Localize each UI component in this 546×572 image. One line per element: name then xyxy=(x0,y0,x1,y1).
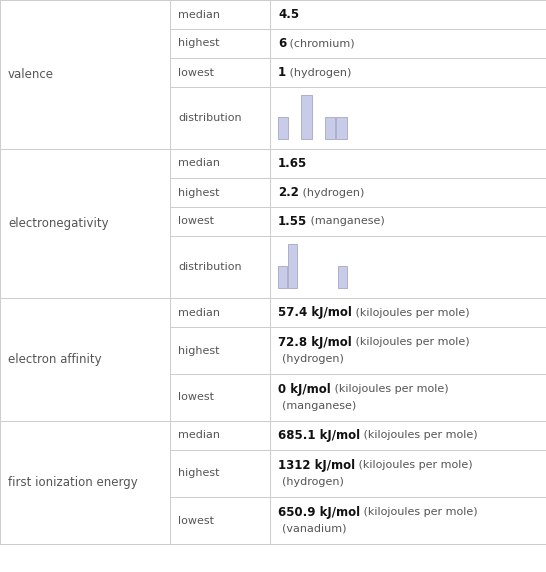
Bar xyxy=(278,117,288,139)
Text: (hydrogen): (hydrogen) xyxy=(286,67,352,77)
Text: 1312 kJ/mol: 1312 kJ/mol xyxy=(278,459,355,471)
Text: first ionization energy: first ionization energy xyxy=(8,476,138,489)
Text: median: median xyxy=(178,158,220,169)
Text: electronegativity: electronegativity xyxy=(8,217,109,230)
Text: (kilojoules per mole): (kilojoules per mole) xyxy=(352,308,470,317)
Text: lowest: lowest xyxy=(178,216,214,227)
Bar xyxy=(278,266,287,288)
Text: (kilojoules per mole): (kilojoules per mole) xyxy=(355,460,473,470)
Text: lowest: lowest xyxy=(178,67,214,77)
Text: (vanadium): (vanadium) xyxy=(282,524,347,534)
Text: electron affinity: electron affinity xyxy=(8,353,102,366)
Text: 57.4 kJ/mol: 57.4 kJ/mol xyxy=(278,306,352,319)
Text: 1.65: 1.65 xyxy=(278,157,307,170)
Text: 685.1 kJ/mol: 685.1 kJ/mol xyxy=(278,429,360,442)
Bar xyxy=(325,117,335,139)
Text: distribution: distribution xyxy=(178,113,242,123)
Text: median: median xyxy=(178,10,220,19)
Text: median: median xyxy=(178,431,220,440)
Text: (hydrogen): (hydrogen) xyxy=(282,477,344,487)
Text: highest: highest xyxy=(178,468,219,479)
Text: 72.8 kJ/mol: 72.8 kJ/mol xyxy=(278,336,352,348)
Text: highest: highest xyxy=(178,38,219,49)
Text: median: median xyxy=(178,308,220,317)
Text: highest: highest xyxy=(178,188,219,197)
Text: (kilojoules per mole): (kilojoules per mole) xyxy=(352,337,470,347)
Text: (manganese): (manganese) xyxy=(282,401,356,411)
Text: lowest: lowest xyxy=(178,392,214,403)
Text: 2.2: 2.2 xyxy=(278,186,299,199)
Bar xyxy=(336,117,347,139)
Text: 0 kJ/mol: 0 kJ/mol xyxy=(278,383,331,396)
Bar xyxy=(338,266,347,288)
Text: lowest: lowest xyxy=(178,515,214,526)
Text: (kilojoules per mole): (kilojoules per mole) xyxy=(331,384,448,394)
Text: distribution: distribution xyxy=(178,262,242,272)
Text: 650.9 kJ/mol: 650.9 kJ/mol xyxy=(278,506,360,519)
Text: 1: 1 xyxy=(278,66,286,79)
Text: (hydrogen): (hydrogen) xyxy=(299,188,364,197)
Text: (manganese): (manganese) xyxy=(307,216,385,227)
Text: 6: 6 xyxy=(278,37,286,50)
Bar xyxy=(301,95,312,139)
Text: highest: highest xyxy=(178,345,219,356)
Bar xyxy=(288,244,297,288)
Text: (chromium): (chromium) xyxy=(286,38,355,49)
Text: 4.5: 4.5 xyxy=(278,8,299,21)
Text: 1.55: 1.55 xyxy=(278,215,307,228)
Text: (hydrogen): (hydrogen) xyxy=(282,354,344,364)
Text: (kilojoules per mole): (kilojoules per mole) xyxy=(360,431,478,440)
Text: (kilojoules per mole): (kilojoules per mole) xyxy=(360,507,478,517)
Text: valence: valence xyxy=(8,68,54,81)
